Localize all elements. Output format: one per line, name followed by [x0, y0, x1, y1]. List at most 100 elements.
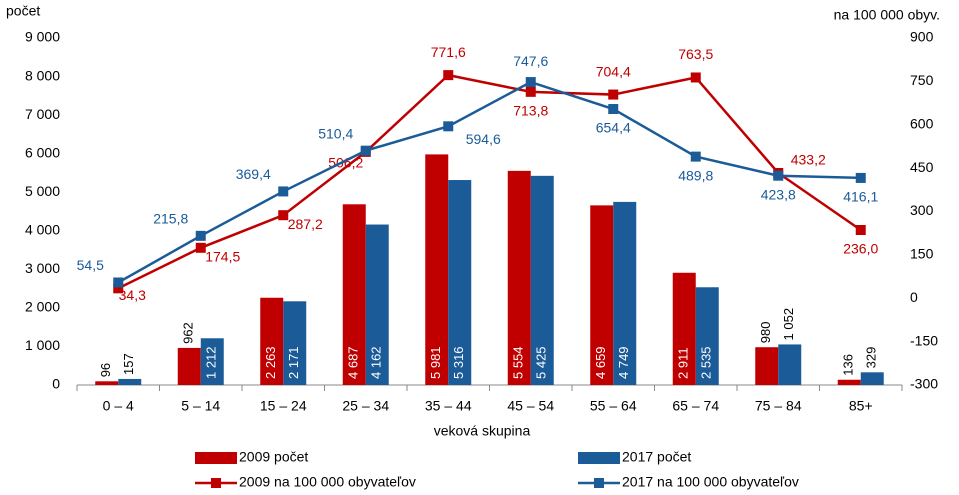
bar: [695, 287, 719, 385]
line-marker: [773, 170, 784, 181]
bar: [860, 372, 884, 385]
bar: [200, 338, 224, 385]
bar-value-label: 980: [758, 322, 773, 344]
bar-value-label: 2 535: [699, 346, 714, 379]
y-tick-label: 9 000: [25, 29, 60, 45]
bar: [260, 297, 284, 385]
line: [117, 80, 861, 284]
x-tick-label: 25 – 34: [342, 398, 389, 414]
y2-tick-label: 600: [910, 115, 934, 131]
legend-swatch: [578, 452, 620, 464]
bar-value-label: 2 171: [286, 346, 301, 379]
line-value-label: 489,8: [678, 167, 713, 183]
y2-tick-label: 450: [910, 159, 934, 175]
line-marker: [278, 210, 289, 221]
legend-label: 2009 na 100 000 obyvateľov: [239, 474, 416, 490]
legend-swatch: [195, 452, 237, 464]
bar: [837, 379, 861, 385]
y-tick-label: 0: [52, 376, 60, 392]
bar: [530, 175, 554, 385]
line-marker: [690, 151, 701, 162]
y-tick-label: 8 000: [25, 67, 60, 83]
legend-label: 2017 počet: [622, 449, 691, 465]
x-axis-title: veková skupina: [434, 423, 531, 439]
line-marker: [608, 89, 619, 100]
bar: [778, 344, 802, 385]
bar: [425, 154, 449, 385]
line-value-label: 34,3: [119, 287, 146, 303]
bar-value-label: 136: [841, 354, 856, 376]
y2-tick-label: 300: [910, 202, 934, 218]
line-marker: [855, 172, 866, 183]
bar-value-label: 4 659: [593, 346, 608, 379]
line-marker: [443, 121, 454, 132]
line-value-label: 369,4: [236, 166, 271, 182]
legend-marker: [211, 478, 221, 488]
x-tick-label: 65 – 74: [672, 398, 719, 414]
line-value-label: 747,6: [513, 53, 548, 69]
line-marker: [855, 225, 866, 236]
y-tick-label: 6 000: [25, 144, 60, 160]
y-tick-label: 2 000: [25, 299, 60, 315]
bar-value-label: 5 316: [451, 346, 466, 379]
y2-tick-label: 0: [910, 289, 918, 305]
bar: [448, 180, 472, 385]
line-marker: [113, 283, 124, 294]
x-tick-label: 45 – 54: [507, 398, 554, 414]
line-marker: [443, 70, 454, 81]
y2-tick-label: 900: [910, 29, 934, 45]
y-tick-label: 7 000: [25, 106, 60, 122]
bar: [177, 347, 201, 385]
line-value-label: 510,4: [318, 125, 353, 141]
line-value-label: 174,5: [205, 248, 240, 264]
y-tick-label: 4 000: [25, 221, 60, 237]
x-tick-label: 15 – 24: [260, 398, 307, 414]
y-tick-label: 3 000: [25, 260, 60, 276]
x-tick-label: 0 – 4: [103, 398, 134, 414]
y2-tick-label: 750: [910, 72, 934, 88]
y2-tick-label: 150: [910, 246, 934, 262]
line-marker: [525, 86, 536, 97]
line-marker: [195, 230, 206, 241]
bar: [755, 347, 779, 385]
y2-axis-title: na 100 000 obyv.: [834, 7, 940, 23]
x-tick-label: 55 – 64: [590, 398, 637, 414]
bar-value-label: 1 052: [781, 308, 796, 341]
line-value-label: 287,2: [288, 216, 323, 232]
bar-value-label: 2 263: [263, 346, 278, 379]
line-value-label: 763,5: [678, 46, 713, 62]
bar: [283, 301, 307, 385]
line-marker: [113, 277, 124, 288]
line-value-label: 416,1: [843, 189, 878, 205]
bar-value-label: 5 554: [511, 346, 526, 379]
bar-value-label: 96: [98, 363, 113, 377]
legend-label: 2017 na 100 000 obyvateľov: [622, 474, 799, 490]
legend-label: 2009 počet: [239, 449, 308, 465]
y2-tick-label: -150: [910, 332, 938, 348]
y-tick-label: 5 000: [25, 183, 60, 199]
line-value-label: 433,2: [791, 152, 826, 168]
line-value-label: 713,8: [513, 103, 548, 119]
bar-value-label: 962: [181, 322, 196, 344]
bar: [118, 378, 142, 385]
bar-value-label: 4 162: [369, 346, 384, 379]
bar-value-label: 1 212: [204, 346, 219, 379]
line-marker: [690, 72, 701, 83]
x-tick-label: 85+: [849, 398, 873, 414]
line: [117, 73, 862, 290]
bar: [507, 170, 531, 385]
bar: [365, 224, 389, 385]
bar-value-label: 329: [864, 347, 879, 369]
bar: [95, 381, 119, 385]
line-value-label: 506,2: [328, 155, 363, 171]
bar-value-label: 157: [121, 353, 136, 375]
x-tick-label: 75 – 84: [755, 398, 802, 414]
bar: [342, 204, 366, 385]
bar-value-label: 4 749: [616, 346, 631, 379]
line-marker: [195, 242, 206, 253]
bar: [672, 272, 696, 385]
bar-value-label: 4 687: [346, 346, 361, 379]
bar-value-label: 5 425: [534, 346, 549, 379]
line-value-label: 594,6: [466, 131, 501, 147]
